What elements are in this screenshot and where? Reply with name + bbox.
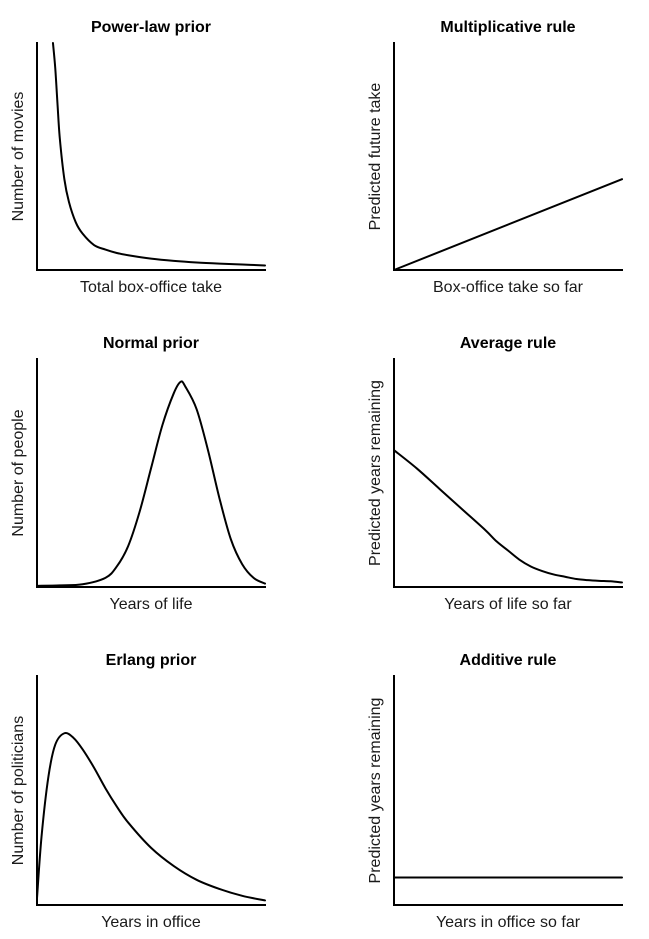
erlang-prior-chart: Erlang prior Years in office Number of pol… xyxy=(10,652,266,931)
series-line xyxy=(51,42,266,267)
y-axis-label: Predicted years remaining xyxy=(367,380,384,566)
chart-title: Additive rule xyxy=(460,652,557,669)
series-line xyxy=(36,732,266,902)
power-law-prior-chart: Power-law prior Total box-office take Numb… xyxy=(10,19,266,296)
multiplicative-rule-chart: Multiplicative rule Box-office take so fa… xyxy=(367,19,623,296)
series-line xyxy=(393,178,623,271)
x-axis-label: Years in office so far xyxy=(436,914,581,931)
chart-title: Power-law prior xyxy=(91,19,211,36)
normal-prior-chart: Normal prior Years of life Number of peopl… xyxy=(10,335,266,613)
x-axis-label: Total box-office take xyxy=(80,279,222,296)
x-axis-label: Box-office take so far xyxy=(433,279,584,296)
y-axis-label: Number of people xyxy=(10,409,27,536)
chart-title: Multiplicative rule xyxy=(440,19,575,36)
chart-title: Erlang prior xyxy=(106,652,197,669)
series-line xyxy=(393,449,623,584)
additive-rule-chart: Additive rule Years in office so far Predi… xyxy=(367,652,623,931)
average-rule-chart: Average rule Years of life so far Predicte… xyxy=(367,335,623,613)
y-axis-label: Predicted years remaining xyxy=(367,698,384,884)
chart-title: Normal prior xyxy=(103,335,199,352)
series-line xyxy=(36,380,266,587)
chart-title: Average rule xyxy=(460,335,556,352)
y-axis-label: Predicted future take xyxy=(367,83,384,231)
y-axis-label: Number of movies xyxy=(10,92,27,222)
x-axis-label: Years of life xyxy=(109,596,192,613)
x-axis-label: Years in office xyxy=(101,914,201,931)
x-axis-label: Years of life so far xyxy=(444,596,572,613)
y-axis-label: Number of politicians xyxy=(10,716,27,865)
